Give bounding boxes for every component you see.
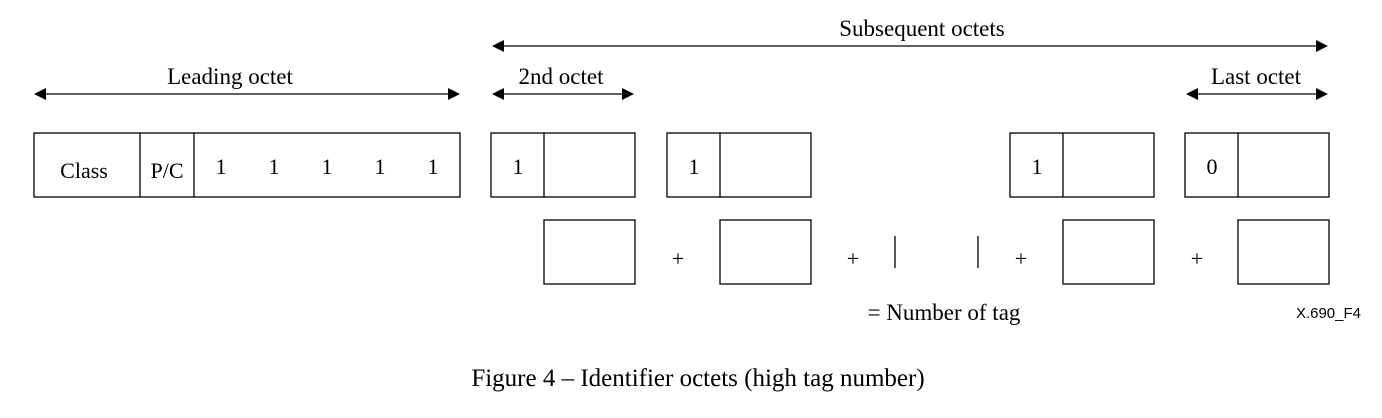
continuation-bit: 0 (1207, 154, 1218, 179)
second-octet-arrow (492, 88, 634, 100)
plus-sign: + (1015, 246, 1027, 271)
plus-sign: + (1191, 246, 1203, 271)
leading-octet-arrow (34, 88, 460, 100)
plus-sign: + (672, 246, 684, 271)
plus-sign: + (847, 246, 859, 271)
figure-id: X.690_F4 (1296, 305, 1361, 322)
ellipsis-gap-box (895, 236, 978, 268)
class-field: Class (60, 158, 108, 183)
tag-part-box (720, 220, 811, 284)
number-of-tag-label: = Number of tag (868, 300, 1021, 325)
tag-bit: 1 (216, 154, 227, 179)
tag-bit: 1 (428, 154, 439, 179)
last-octet-label: Last octet (1211, 64, 1302, 89)
leading-octet-label: Leading octet (167, 64, 293, 89)
tag-part-box (1063, 220, 1154, 284)
tag-bit: 1 (322, 154, 333, 179)
tag-part-box (544, 220, 635, 284)
tag-bit: 1 (375, 154, 386, 179)
pc-field: P/C (150, 158, 183, 183)
subsequent-octets-label: Subsequent octets (839, 16, 1004, 41)
figure-caption: Figure 4 – Identifier octets (high tag n… (471, 365, 924, 392)
continuation-bit: 1 (1032, 154, 1043, 179)
second-octet-label: 2nd octet (519, 64, 605, 89)
tag-part-box (1238, 220, 1329, 284)
last-octet-arrow (1186, 88, 1328, 100)
tag-bit: 1 (269, 154, 280, 179)
continuation-bit: 1 (513, 154, 524, 179)
continuation-bit: 1 (689, 154, 700, 179)
subsequent-octets-arrow (492, 40, 1328, 52)
